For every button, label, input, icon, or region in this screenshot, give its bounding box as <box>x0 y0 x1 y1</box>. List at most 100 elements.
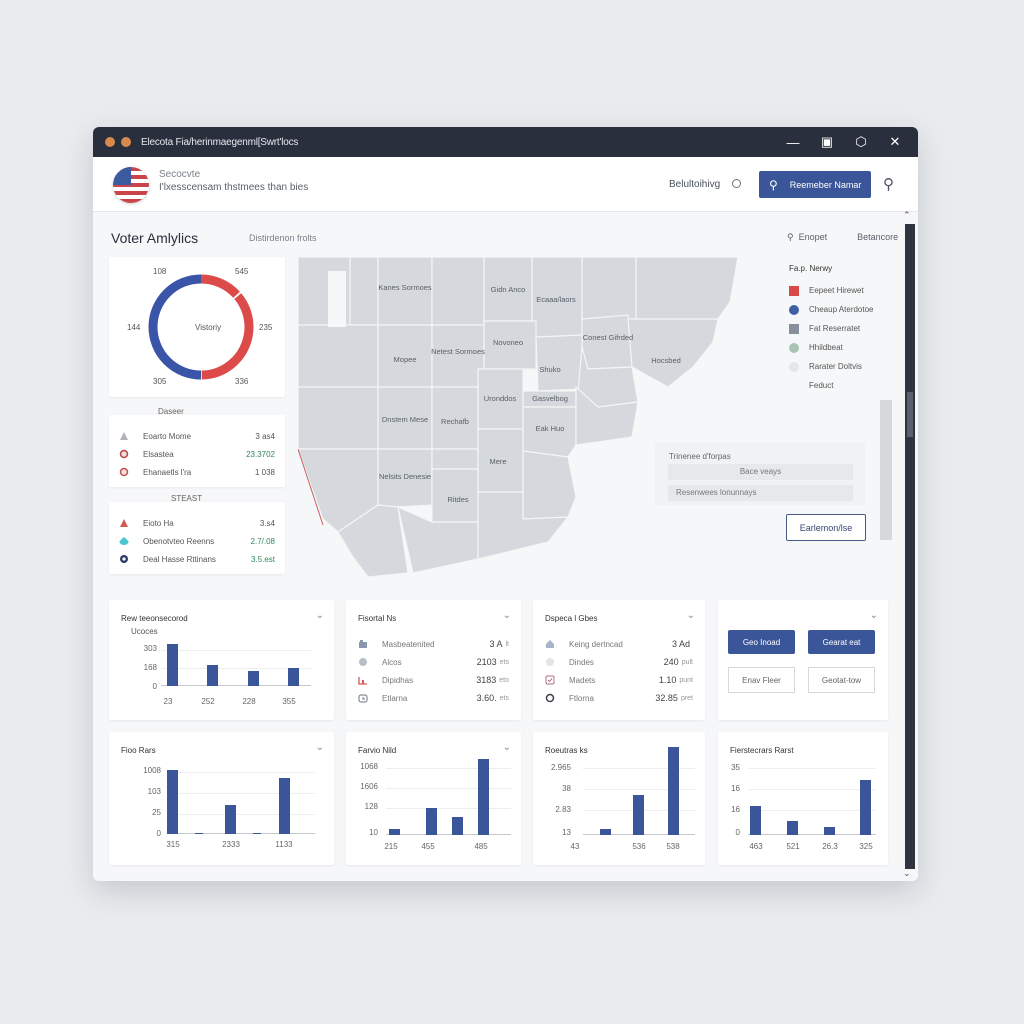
main-scrollbar[interactable]: ⌃ ⌄ <box>900 210 918 881</box>
bar[interactable] <box>207 665 218 686</box>
window-dot-1[interactable] <box>105 137 115 147</box>
bar[interactable] <box>478 759 489 835</box>
action-button-2[interactable]: Gearat eat <box>808 630 875 654</box>
panel-title: Fierstecrars Rarst <box>730 746 794 755</box>
stats-caption-1: Daseer <box>158 407 184 416</box>
action-button-4[interactable]: Geotat-tow <box>808 667 875 693</box>
bar[interactable] <box>389 829 400 835</box>
chevron-down-icon[interactable]: ⌄ <box>502 610 511 621</box>
maximize-icon[interactable]: ⬡ <box>855 134 867 149</box>
bar[interactable] <box>279 778 290 834</box>
list-item[interactable]: Alcos 2103 ets <box>358 655 509 669</box>
restore-icon[interactable]: ▣ <box>820 134 834 149</box>
bar[interactable] <box>824 827 835 835</box>
county-map[interactable]: Kanes Sormoes Gidn Anco Ecaaa/laors Mope… <box>298 257 743 577</box>
map-region <box>635 257 739 326</box>
bar-chart <box>386 759 511 835</box>
bar[interactable] <box>248 671 259 686</box>
bar-chart <box>583 747 695 835</box>
bar[interactable] <box>600 829 611 835</box>
bar-chart <box>748 768 876 835</box>
list-item[interactable]: Etlarna 3.60. ets <box>358 691 509 705</box>
org-name: Secocvte <box>159 169 201 180</box>
scroll-down-icon[interactable]: ⌄ <box>903 868 911 878</box>
action-button-3[interactable]: Enav Fleer <box>728 667 795 693</box>
bar[interactable] <box>787 821 798 835</box>
bar[interactable] <box>633 795 644 835</box>
map-region <box>377 386 433 450</box>
legend-scrollbar[interactable] <box>880 400 892 540</box>
list-item[interactable]: Ftlorna 32.85 pret <box>545 691 693 705</box>
donut-label-bl: 305 <box>153 377 167 386</box>
stat-row[interactable]: Elsastea 23.3702 <box>119 447 275 461</box>
map-label: Nelsits Denesie <box>379 472 431 481</box>
square-swatch-icon <box>789 285 799 296</box>
panel-bar-chart-3: Farvio Nild ⌄ 1068 1606 128 10 215 455 4… <box>346 732 521 865</box>
bar[interactable] <box>750 806 761 835</box>
bar[interactable] <box>288 668 299 686</box>
header-link[interactable]: Belultoihivg <box>669 179 721 190</box>
scroll-track[interactable] <box>905 224 915 869</box>
chevron-down-icon[interactable]: ⌄ <box>502 742 511 753</box>
window-dot-2[interactable] <box>121 137 131 147</box>
legend-item[interactable]: Cheaup Aterdotoe <box>789 300 899 319</box>
legend-item[interactable]: Feduct <box>809 381 834 390</box>
panel-bar-chart-5: Fierstecrars Rarst 35 16 16 0 463 521 26… <box>718 732 888 865</box>
stat-row[interactable]: Ehanaetls l'ra 1 038 <box>119 465 275 479</box>
stat-row[interactable]: Eoarto Mome 3 as4 <box>119 429 275 443</box>
legend-item[interactable]: Hhildbeat <box>789 338 899 357</box>
stat-row[interactable]: Deal Hasse Rttinans 3.5.est <box>119 552 275 566</box>
map-region <box>535 334 583 392</box>
window-title: Elecota Fia/herinmaegenml[Swrt'locs <box>141 136 299 148</box>
apply-filter-button[interactable]: Earlemon/lse <box>786 514 866 541</box>
bar[interactable] <box>225 805 236 834</box>
status-circle-icon[interactable] <box>732 179 741 188</box>
tool-enopet[interactable]: ⚲ Enopet <box>787 232 828 242</box>
map-region <box>522 450 577 520</box>
bar[interactable] <box>452 817 463 835</box>
org-tagline: I'lxesscensam thstmees than bies <box>159 182 309 193</box>
map-label: Ecaaa/laors <box>536 295 576 304</box>
filter-field-1[interactable]: Bace veays <box>668 464 853 480</box>
bar[interactable] <box>253 833 261 834</box>
scroll-thumb[interactable] <box>907 392 913 437</box>
legend-item[interactable]: Fat Reserratet <box>789 319 899 338</box>
list-item[interactable]: Dindes 240 pult <box>545 655 693 669</box>
chevron-down-icon[interactable]: ⌄ <box>686 610 695 621</box>
list-item[interactable]: Keing dertncad 3 Ad <box>545 637 693 651</box>
page-subtitle[interactable]: Distirdenon frolts <box>249 233 317 243</box>
chevron-down-icon[interactable]: ⌄ <box>315 742 324 753</box>
search-icon[interactable]: ⚲ <box>883 176 894 193</box>
target-icon <box>120 555 128 563</box>
tool-betancore[interactable]: Betancore <box>857 232 899 242</box>
chevron-down-icon[interactable]: ⌄ <box>315 610 324 621</box>
search-icon: ⚲ <box>769 177 778 192</box>
stat-row[interactable]: Eioto Ha 3.s4 <box>119 516 275 530</box>
bar[interactable] <box>195 833 203 834</box>
donut-card: Vistoriy 108 545 144 235 305 336 <box>109 257 285 397</box>
bar[interactable] <box>167 770 178 834</box>
filter-field-2[interactable]: Resenwees lonunnays <box>668 485 853 501</box>
scroll-up-icon[interactable]: ⌃ <box>903 210 911 220</box>
map-label: Gasvelbog <box>532 394 568 403</box>
stat-row[interactable]: Obenotvteo Reenns 2.7/.08 <box>119 534 275 548</box>
bar[interactable] <box>668 747 679 835</box>
action-button-1[interactable]: Geo Inoad <box>728 630 795 654</box>
legend-item[interactable]: Rarater Doltvis <box>789 357 899 376</box>
bar[interactable] <box>167 644 178 686</box>
bar[interactable] <box>426 808 437 835</box>
legend-item[interactable]: Eepeet Hirewet <box>789 281 899 300</box>
list-item[interactable]: Dipidhas 3183 eto <box>358 673 509 687</box>
primary-search-button[interactable]: ⚲ Reemeber Namar <box>759 171 871 198</box>
bar[interactable] <box>860 780 871 835</box>
minimize-icon[interactable]: — <box>786 134 800 150</box>
chevron-down-icon[interactable]: ⌄ <box>869 610 878 621</box>
list-item[interactable]: Madets 1.10 punt <box>545 673 693 687</box>
map-label: Rechafb <box>441 417 469 426</box>
map-region <box>581 257 637 320</box>
panel-title: Dspeca l Gbes <box>545 614 598 623</box>
map-region <box>337 504 409 577</box>
close-icon[interactable]: ✕ <box>889 134 901 149</box>
